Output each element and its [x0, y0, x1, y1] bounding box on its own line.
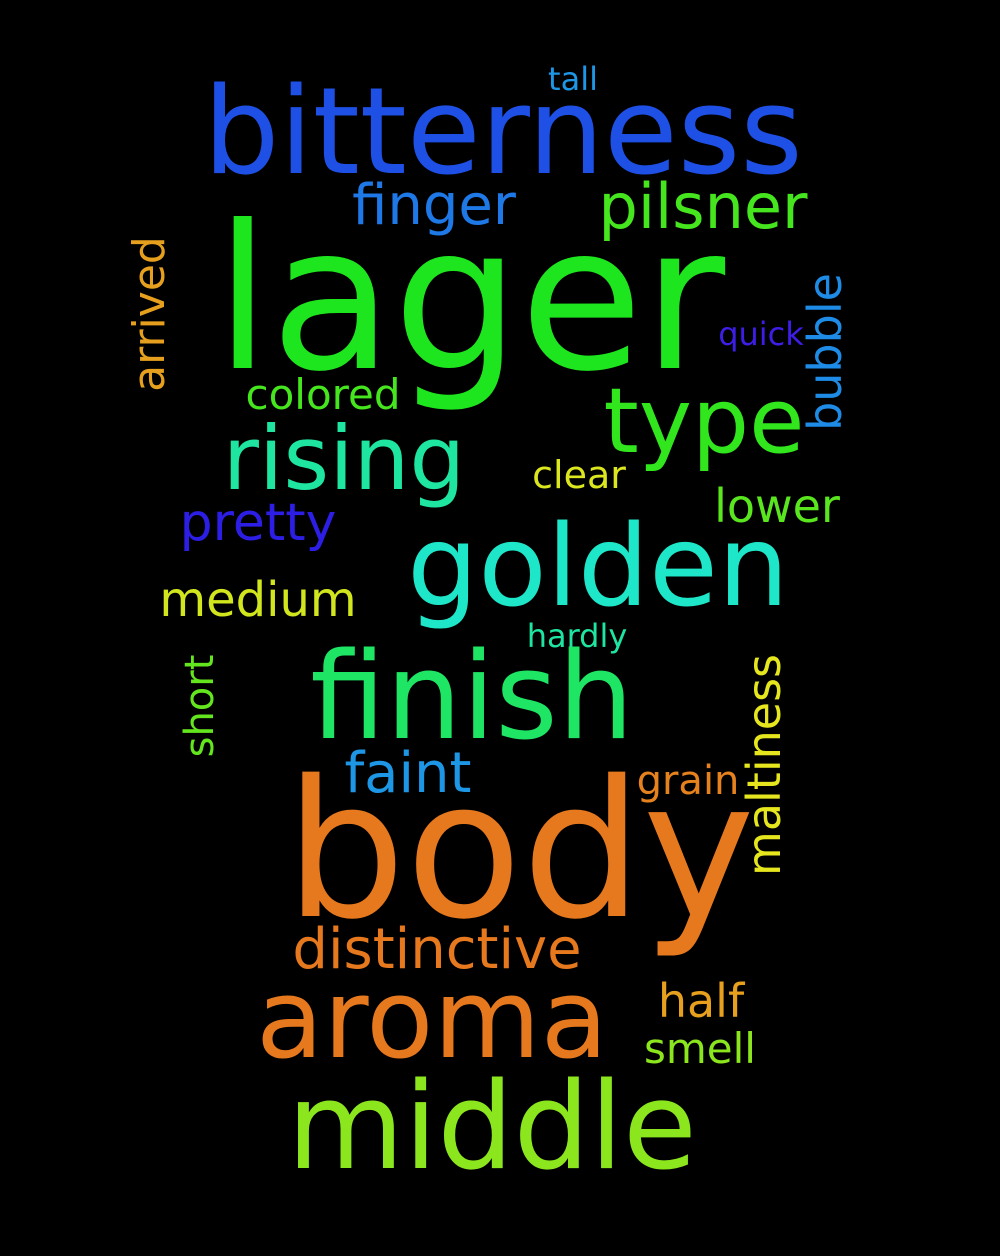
word-middle: middle [287, 1058, 697, 1197]
word-short: short [177, 655, 223, 758]
word-maltiness: maltiness [737, 654, 791, 876]
word-colored: colored [246, 370, 401, 419]
word-lower: lower [714, 479, 840, 533]
word-grain: grain [637, 758, 740, 804]
word-medium: medium [159, 572, 356, 628]
word-pilsner: pilsner [598, 170, 808, 243]
word-rising: rising [223, 407, 466, 510]
word-aroma: aroma [256, 955, 608, 1083]
word-clear: clear [532, 453, 626, 497]
word-distinctive: distinctive [292, 917, 581, 982]
word-finger: finger [352, 173, 517, 238]
word-tall: tall [548, 60, 598, 98]
word-arrived: arrived [124, 236, 175, 392]
word-faint: faint [344, 741, 471, 806]
word-type: type [603, 369, 804, 474]
word-golden: golden [407, 502, 789, 632]
word-body: body [285, 740, 755, 961]
word-smell: smell [644, 1024, 756, 1073]
word-quick: quick [718, 315, 804, 353]
word-finish: finish [310, 628, 634, 767]
word-bitterness: bitterness [203, 63, 803, 202]
word-pretty: pretty [180, 493, 337, 553]
word-bubble: bubble [798, 273, 852, 431]
word-half: half [658, 974, 746, 1028]
word-lager: lager [215, 183, 726, 416]
word-hardly: hardly [527, 617, 628, 655]
